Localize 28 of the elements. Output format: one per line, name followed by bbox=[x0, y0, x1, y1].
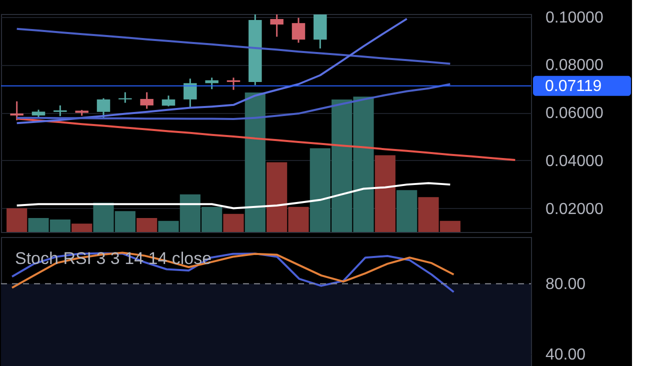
bar bbox=[72, 224, 92, 232]
line-series bbox=[16, 28, 452, 65]
candlestick bbox=[270, 14, 284, 38]
y-tick-label: 0.08000 bbox=[546, 57, 604, 74]
bar bbox=[244, 92, 266, 232]
line-series bbox=[16, 118, 516, 161]
candlestick bbox=[184, 78, 197, 108]
line-series bbox=[16, 18, 408, 124]
candlestick bbox=[140, 92, 154, 110]
candlestick bbox=[54, 104, 67, 117]
bar bbox=[396, 190, 418, 232]
y-tick-label: 0.04000 bbox=[546, 152, 604, 170]
bar bbox=[374, 155, 396, 232]
candlestick bbox=[292, 17, 306, 44]
y-tick-label: 0.10000 bbox=[546, 9, 604, 26]
bar bbox=[136, 218, 158, 232]
y-tick-label: 40.00 bbox=[546, 346, 586, 364]
y-tick-label: 80.00 bbox=[546, 276, 586, 294]
y-tick-label: 0.06000 bbox=[546, 105, 604, 122]
ref-line-label: 0.07119 bbox=[545, 78, 602, 95]
candlestick bbox=[162, 94, 176, 108]
candlestick bbox=[10, 100, 24, 121]
line-series bbox=[16, 83, 452, 120]
bar bbox=[6, 208, 28, 232]
bar bbox=[223, 214, 244, 232]
y-tick-label: 0.02000 bbox=[546, 200, 604, 218]
candlestick bbox=[96, 97, 110, 119]
candlestick bbox=[118, 92, 132, 104]
